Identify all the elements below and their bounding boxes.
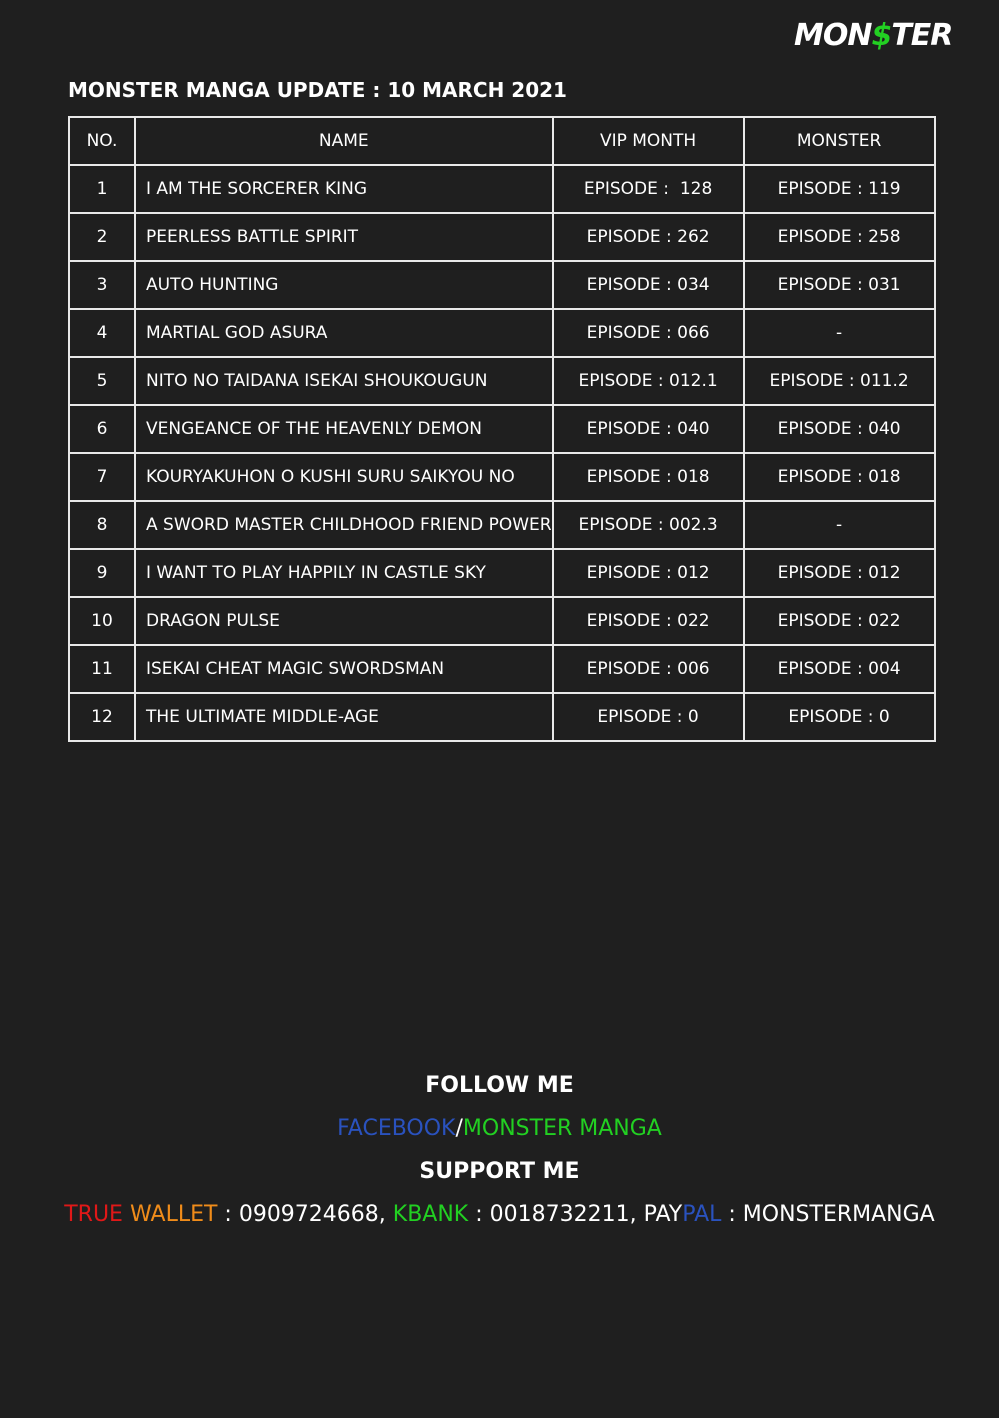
follow-segment: /: [455, 1116, 463, 1141]
follow-segment: MONSTER MANGA: [462, 1116, 662, 1141]
follow-title: FOLLOW ME: [425, 1073, 574, 1098]
table-cell: 7: [68, 452, 136, 502]
table-cell: EPISODE : 022: [551, 596, 745, 646]
table-cell: AUTO HUNTING: [134, 260, 554, 310]
table-cell: 1: [68, 164, 136, 214]
support-segment: KBANK: [392, 1202, 469, 1227]
table-cell: EPISODE : 066: [551, 308, 745, 358]
support-segment: : MONSTERMANGA: [721, 1202, 935, 1227]
update-table: NO. NAME VIP MONTH MONSTER 1 I AM THE SORCERE…: [68, 116, 936, 742]
table-cell: 9: [68, 548, 136, 598]
follow-line: FACEBOOK/MONSTER MANGA: [0, 1116, 999, 1141]
table-row: 6 VENGEANCE OF THE HEAVENLY DEMON EPISODE …: [68, 404, 936, 454]
table-cell: EPISODE : 0: [742, 692, 936, 742]
table-cell: EPISODE : 012.1: [551, 356, 745, 406]
table-cell: EPISODE : 034: [551, 260, 745, 310]
table-cell: VENGEANCE OF THE HEAVENLY DEMON: [134, 404, 554, 454]
table-cell: 4: [68, 308, 136, 358]
logo-part: TER: [891, 18, 953, 53]
support-segment: PAL: [682, 1202, 722, 1227]
table-cell: EPISODE : 040: [742, 404, 936, 454]
table-cell: NITO NO TAIDANA ISEKAI SHOUKOUGUN: [134, 356, 554, 406]
support-segment: : 0909724668,: [217, 1202, 393, 1227]
header-cell: MONSTER: [742, 116, 936, 166]
table-cell: EPISODE : 0: [551, 692, 745, 742]
table-cell: EPISODE : 262: [551, 212, 745, 262]
table-cell: EPISODE : 011.2: [742, 356, 936, 406]
header-cell: VIP MONTH: [551, 116, 745, 166]
table-cell: 6: [68, 404, 136, 454]
table-cell: EPISODE : 004: [742, 644, 936, 694]
table-cell: I WANT TO PLAY HAPPILY IN CASTLE SKY: [134, 548, 554, 598]
support-line: TRUE WALLET : 0909724668, KBANK : 001873…: [0, 1202, 999, 1227]
table-cell: EPISODE : 006: [551, 644, 745, 694]
header-cell: NO.: [68, 116, 136, 166]
table-cell: 5: [68, 356, 136, 406]
follow-segment: FACEBOOK: [337, 1116, 456, 1141]
support-title: SUPPORT ME: [419, 1159, 580, 1184]
table-cell: I AM THE SORCERER KING: [134, 164, 554, 214]
logo-part: MON: [794, 18, 872, 53]
table-row: 7 KOURYAKUHON O KUSHI SURU SAIKYOU NO EPIS…: [68, 452, 936, 502]
table-cell: EPISODE : 012: [551, 548, 745, 598]
table-row: 5 NITO NO TAIDANA ISEKAI SHOUKOUGUN EPISOD…: [68, 356, 936, 406]
table-cell: EPISODE : 022: [742, 596, 936, 646]
table-cell: EPISODE : 012: [742, 548, 936, 598]
table-cell: EPISODE : 018: [551, 452, 745, 502]
table-cell: KOURYAKUHON O KUSHI SURU SAIKYOU NO: [134, 452, 554, 502]
table-cell: 8: [68, 500, 136, 550]
table-cell: MARTIAL GOD ASURA: [134, 308, 554, 358]
table-row: 10 DRAGON PULSE EPISODE : 022 EPISODE : 022: [68, 596, 936, 646]
support-segment: WALLET: [129, 1202, 218, 1227]
table-cell: THE ULTIMATE MIDDLE-AGE: [134, 692, 554, 742]
table-cell: 12: [68, 692, 136, 742]
table-cell: -: [742, 500, 936, 550]
support-segment: : 0018732211, PAY: [468, 1202, 683, 1227]
table-cell: A SWORD MASTER CHILDHOOD FRIEND POWER: [134, 500, 554, 550]
table-row: 2 PEERLESS BATTLE SPIRIT EPISODE : 262 EPIS…: [68, 212, 936, 262]
table-cell: EPISODE : 031: [742, 260, 936, 310]
table-row: 4 MARTIAL GOD ASURA EPISODE : 066-: [68, 308, 936, 358]
table-cell: EPISODE : 002.3: [551, 500, 745, 550]
table-cell: DRAGON PULSE: [134, 596, 554, 646]
table-cell: EPISODE : 040: [551, 404, 745, 454]
support-segment: TRUE: [64, 1202, 130, 1227]
table-cell: 10: [68, 596, 136, 646]
logo: MON$TER: [794, 18, 953, 53]
table-cell: 2: [68, 212, 136, 262]
table-cell: EPISODE : 119: [742, 164, 936, 214]
table-cell: EPISODE : 258: [742, 212, 936, 262]
table-row: 12 THE ULTIMATE MIDDLE-AGE EPISODE : 0 EPIS…: [68, 692, 936, 742]
table-row: 3 AUTO HUNTING EPISODE : 034 EPISODE : 031: [68, 260, 936, 310]
table-cell: EPISODE : 018: [742, 452, 936, 502]
header-cell: NAME: [134, 116, 554, 166]
table-cell: ISEKAI CHEAT MAGIC SWORDSMAN: [134, 644, 554, 694]
logo-part: $: [871, 18, 892, 53]
table-cell: 3: [68, 260, 136, 310]
table-cell: -: [742, 308, 936, 358]
table-cell: PEERLESS BATTLE SPIRIT: [134, 212, 554, 262]
header-row: NO. NAME VIP MONTH MONSTER: [68, 116, 936, 166]
table-cell: EPISODE : 128: [551, 164, 745, 214]
table-cell: 11: [68, 644, 136, 694]
table-row: 11 ISEKAI CHEAT MAGIC SWORDSMAN EPISODE : …: [68, 644, 936, 694]
title: MONSTER MANGA UPDATE : 10 MARCH 2021: [68, 78, 567, 102]
